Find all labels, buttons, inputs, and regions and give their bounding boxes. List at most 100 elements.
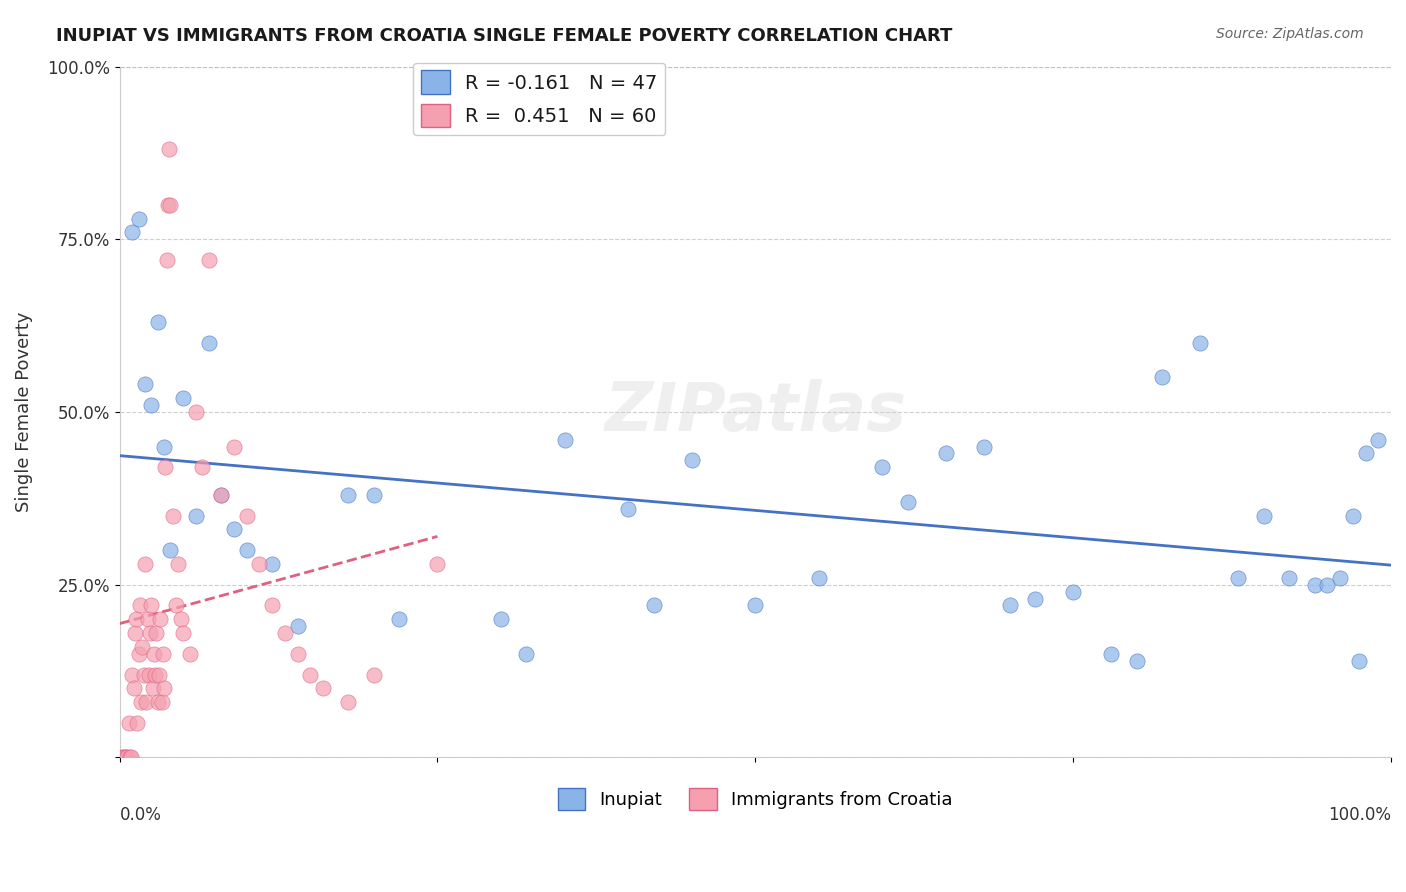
- Point: [643, 599, 665, 613]
- Point: [897, 495, 920, 509]
- Point: [114, 750, 136, 764]
- Point: [744, 599, 766, 613]
- Point: [262, 599, 284, 613]
- Point: [157, 143, 180, 157]
- Point: [127, 715, 149, 730]
- Point: [179, 647, 201, 661]
- Point: [426, 557, 449, 571]
- Point: [115, 750, 138, 764]
- Point: [1253, 508, 1275, 523]
- Point: [156, 198, 179, 212]
- Point: [973, 440, 995, 454]
- Point: [235, 543, 257, 558]
- Point: [159, 198, 181, 212]
- Point: [124, 626, 146, 640]
- Point: [287, 647, 309, 661]
- Legend: Inupiat, Immigrants from Croatia: Inupiat, Immigrants from Croatia: [551, 781, 960, 817]
- Point: [111, 750, 134, 764]
- Text: ZIPatlas: ZIPatlas: [605, 379, 907, 445]
- Point: [184, 405, 207, 419]
- Point: [235, 508, 257, 523]
- Point: [184, 508, 207, 523]
- Point: [312, 681, 335, 696]
- Point: [136, 612, 159, 626]
- Point: [118, 750, 141, 764]
- Point: [135, 695, 157, 709]
- Point: [112, 750, 135, 764]
- Point: [142, 647, 165, 661]
- Point: [807, 571, 830, 585]
- Point: [156, 253, 179, 268]
- Point: [146, 695, 169, 709]
- Point: [554, 433, 576, 447]
- Point: [172, 391, 194, 405]
- Text: 100.0%: 100.0%: [1329, 805, 1391, 823]
- Point: [197, 253, 219, 268]
- Point: [489, 612, 512, 626]
- Point: [125, 612, 148, 626]
- Point: [1329, 571, 1351, 585]
- Point: [172, 626, 194, 640]
- Point: [145, 626, 167, 640]
- Point: [287, 619, 309, 633]
- Point: [153, 681, 176, 696]
- Point: [1227, 571, 1250, 585]
- Point: [191, 460, 214, 475]
- Point: [222, 523, 245, 537]
- Point: [122, 681, 145, 696]
- Point: [363, 667, 385, 681]
- Text: 0.0%: 0.0%: [120, 805, 162, 823]
- Y-axis label: Single Female Poverty: Single Female Poverty: [15, 312, 32, 512]
- Point: [159, 543, 181, 558]
- Point: [262, 557, 284, 571]
- Point: [132, 667, 155, 681]
- Point: [1189, 335, 1212, 350]
- Point: [141, 599, 163, 613]
- Point: [141, 398, 163, 412]
- Point: [150, 695, 173, 709]
- Point: [129, 599, 152, 613]
- Point: [152, 647, 174, 661]
- Point: [167, 557, 190, 571]
- Point: [129, 695, 152, 709]
- Point: [617, 501, 640, 516]
- Point: [1152, 370, 1174, 384]
- Point: [146, 315, 169, 329]
- Point: [165, 599, 187, 613]
- Point: [117, 715, 139, 730]
- Point: [337, 695, 360, 709]
- Point: [299, 667, 322, 681]
- Point: [1024, 591, 1046, 606]
- Point: [1099, 647, 1122, 661]
- Point: [872, 460, 894, 475]
- Point: [131, 640, 153, 654]
- Point: [1125, 654, 1147, 668]
- Point: [1278, 571, 1301, 585]
- Point: [998, 599, 1021, 613]
- Point: [153, 440, 176, 454]
- Point: [1341, 508, 1364, 523]
- Point: [1062, 584, 1084, 599]
- Point: [143, 667, 166, 681]
- Point: [1348, 654, 1371, 668]
- Point: [128, 211, 150, 226]
- Point: [249, 557, 271, 571]
- Point: [222, 440, 245, 454]
- Point: [162, 508, 184, 523]
- Point: [138, 667, 160, 681]
- Point: [388, 612, 411, 626]
- Point: [935, 446, 957, 460]
- Point: [142, 681, 165, 696]
- Point: [134, 557, 156, 571]
- Point: [337, 488, 360, 502]
- Point: [139, 626, 162, 640]
- Text: Source: ZipAtlas.com: Source: ZipAtlas.com: [1216, 27, 1364, 41]
- Point: [155, 460, 177, 475]
- Point: [121, 226, 143, 240]
- Point: [148, 667, 170, 681]
- Point: [209, 488, 232, 502]
- Point: [128, 647, 150, 661]
- Text: INUPIAT VS IMMIGRANTS FROM CROATIA SINGLE FEMALE POVERTY CORRELATION CHART: INUPIAT VS IMMIGRANTS FROM CROATIA SINGL…: [56, 27, 953, 45]
- Point: [115, 750, 138, 764]
- Point: [363, 488, 385, 502]
